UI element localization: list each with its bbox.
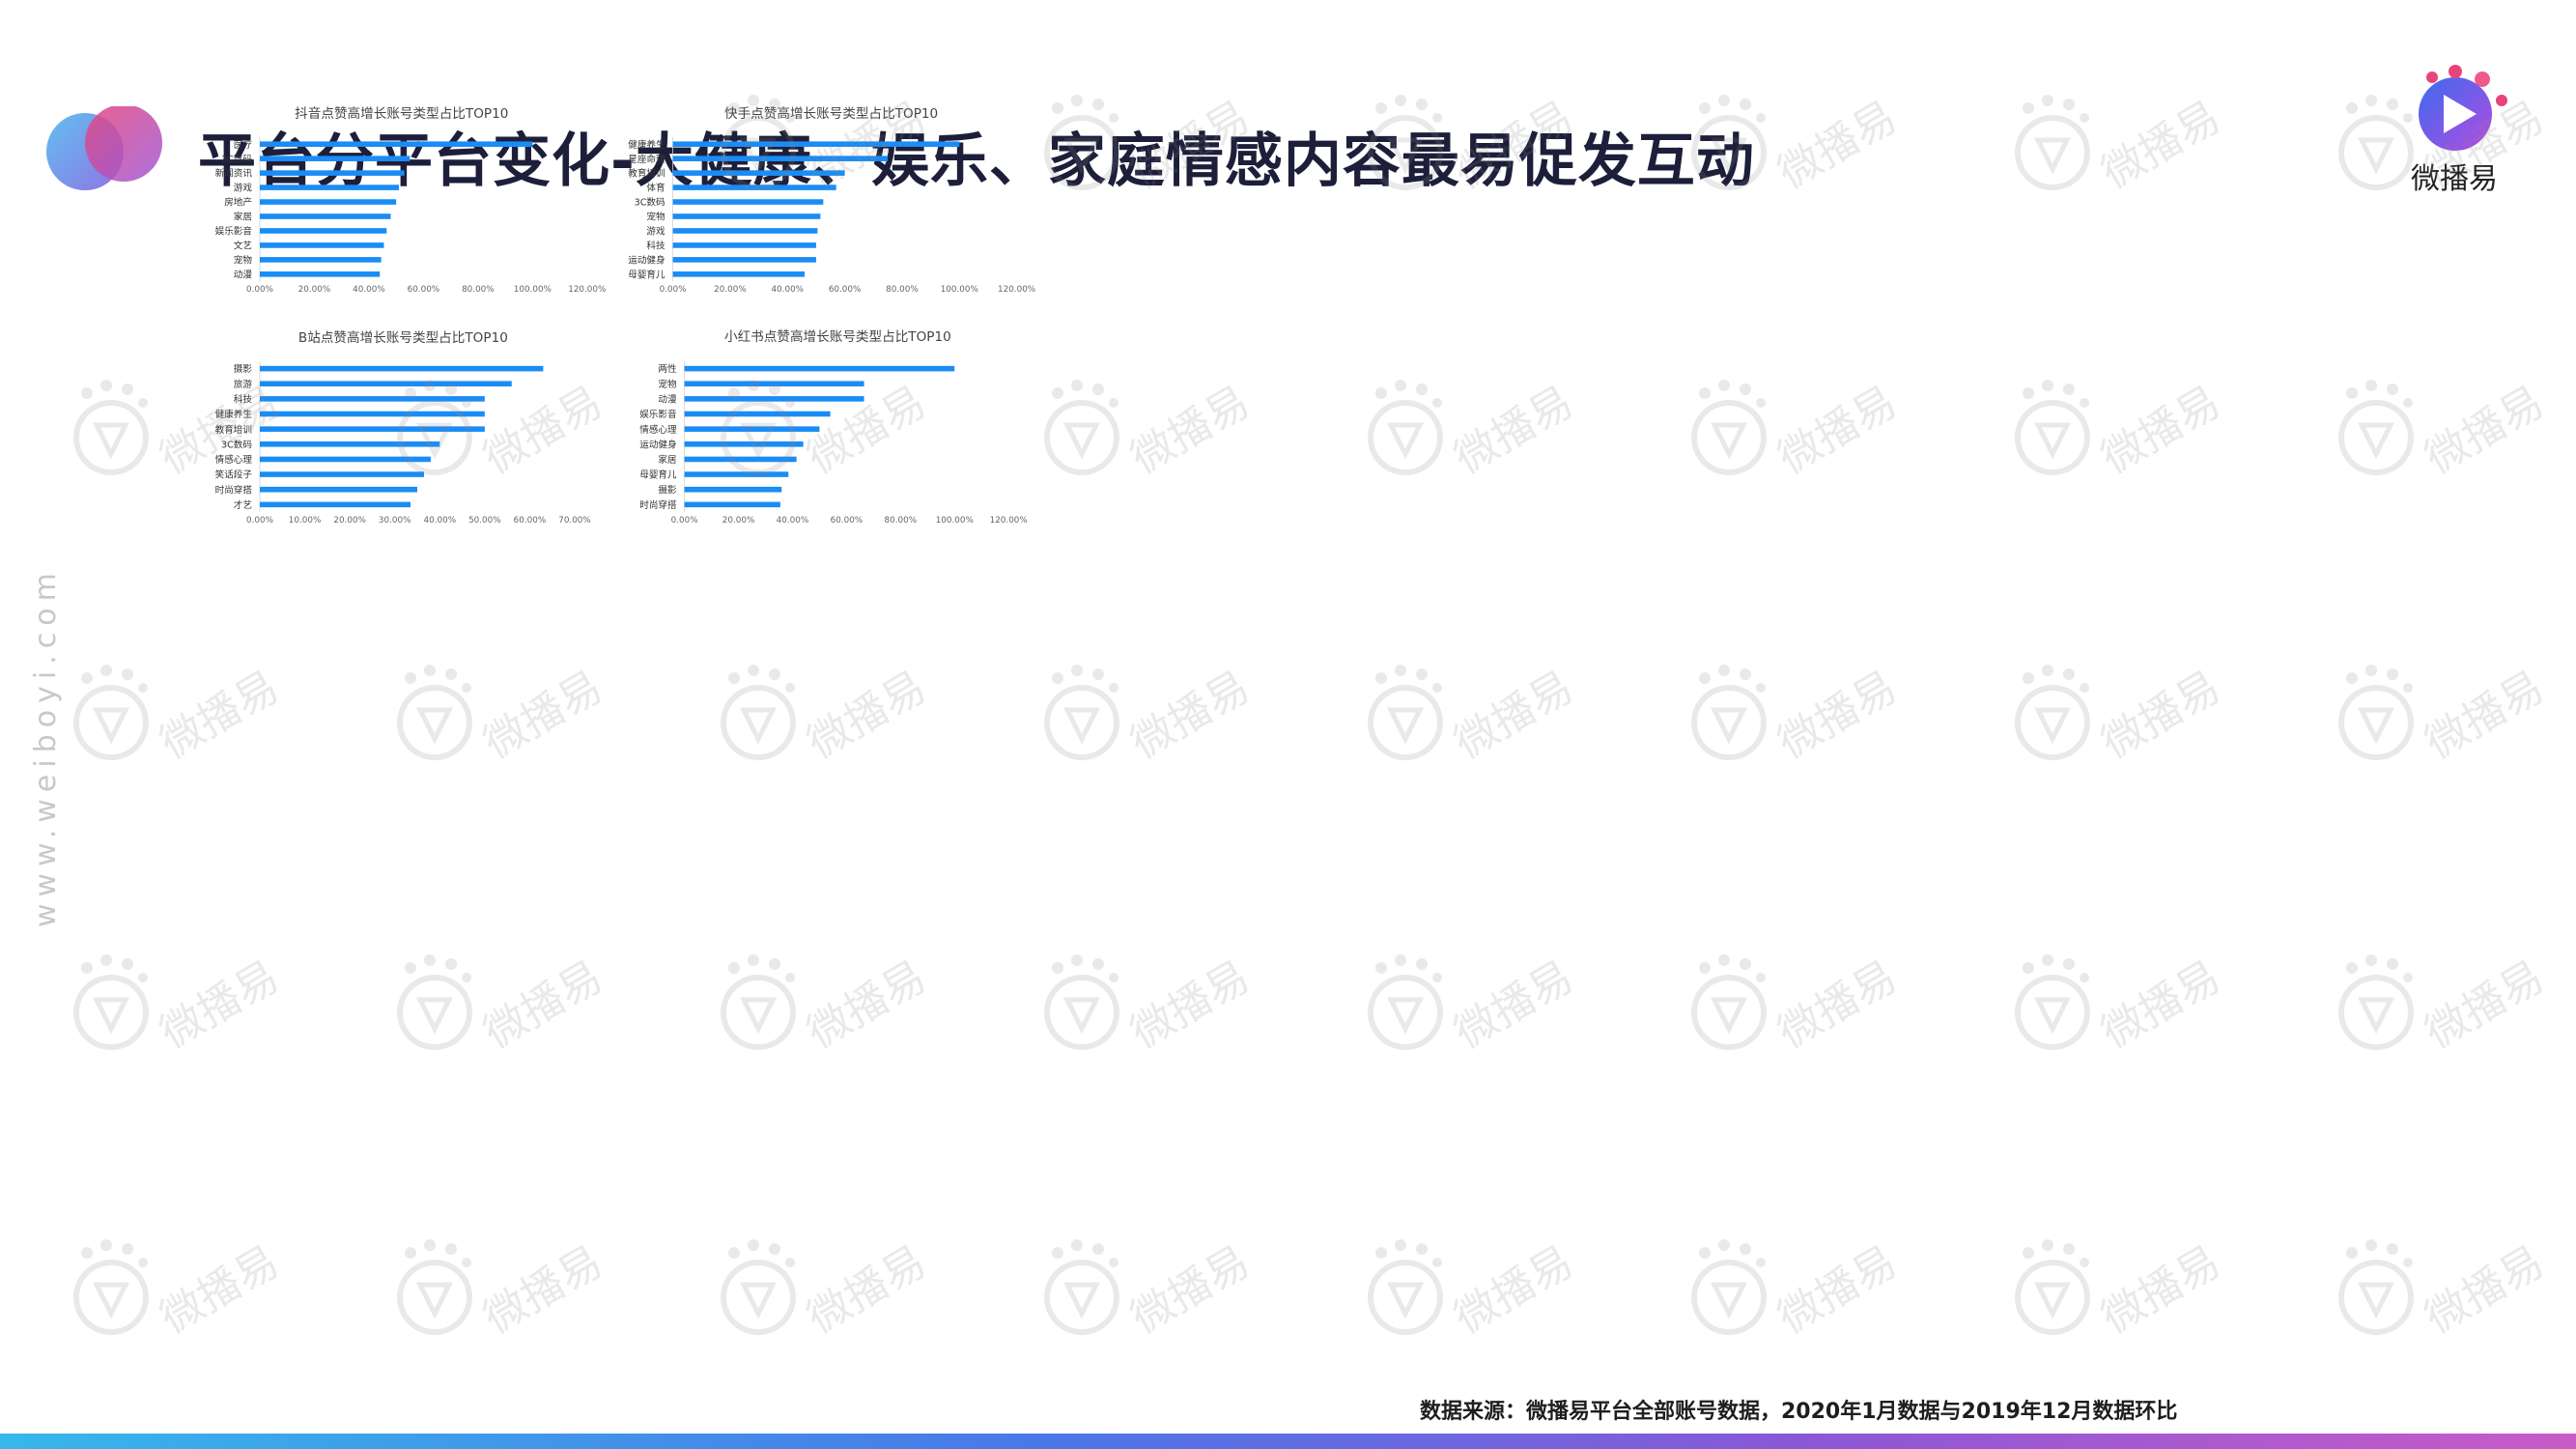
svg-text:微播易: 微播易 [1122, 1237, 1258, 1344]
watermark-icon: 微播易 [715, 1232, 937, 1348]
svg-text:微播易: 微播易 [2093, 93, 2228, 199]
svg-text:微播易: 微播易 [475, 952, 610, 1059]
svg-text:微播易: 微播易 [1122, 952, 1258, 1059]
watermark-icon: 微播易 [2333, 1232, 2555, 1348]
watermark-icon: 微播易 [2009, 947, 2231, 1063]
svg-text:微播易: 微播易 [1446, 1237, 1581, 1344]
bar [685, 381, 864, 386]
svg-text:微播易: 微播易 [799, 663, 934, 769]
watermark-icon: 微播易 [1038, 1232, 1260, 1348]
category-label: 动漫 [658, 393, 677, 405]
chart-xiaohongshu: 小红书点赞高增长账号类型占比TOP10 两性宠物动漫娱乐影音情感心理运动健身家居母… [0, 0, 1256, 580]
watermark-icon: 微播易 [1362, 657, 1584, 773]
svg-text:微播易: 微播易 [2417, 378, 2552, 484]
data-source-note: 数据来源：微播易平台全部账号数据，2020年1月数据与2019年12月数据环比 [1420, 1394, 2177, 1425]
category-label: 宠物 [658, 379, 677, 390]
x-tick-label: 80.00% [885, 516, 918, 526]
svg-text:微播易: 微播易 [1769, 952, 1905, 1059]
bottom-gradient-bar [0, 1434, 2576, 1449]
svg-text:微播易: 微播易 [2093, 1237, 2228, 1344]
category-label: 家居 [658, 454, 676, 466]
watermark-icon: 微播易 [1362, 947, 1584, 1063]
logo-text: 微播易 [2411, 155, 2498, 197]
bar [685, 457, 797, 463]
watermark-icon: 微播易 [1685, 1232, 1908, 1348]
watermark-icon: 微播易 [68, 657, 290, 773]
svg-text:微播易: 微播易 [1769, 663, 1905, 769]
x-tick-label: 0.00% [671, 516, 698, 526]
watermark-icon: 微播易 [1685, 372, 1908, 488]
watermark-icon: 微播易 [2333, 372, 2555, 488]
watermark-icon: 微播易 [1038, 657, 1260, 773]
svg-text:微播易: 微播易 [1769, 1237, 1905, 1344]
bar [685, 412, 831, 417]
watermark-icon: 微播易 [1685, 947, 1908, 1063]
watermark-icon: 微播易 [1362, 372, 1584, 488]
category-label: 时尚穿搭 [639, 499, 677, 511]
watermark-icon: 微播易 [715, 947, 937, 1063]
watermark-icon: 微播易 [2333, 947, 2555, 1063]
x-tick-label: 40.00% [777, 516, 809, 526]
svg-text:微播易: 微播易 [2093, 378, 2228, 484]
category-label: 两性 [658, 363, 677, 375]
svg-text:微播易: 微播易 [2417, 1237, 2552, 1344]
watermark-icon: 微播易 [2009, 87, 2231, 203]
bar [685, 471, 789, 477]
svg-text:微播易: 微播易 [1769, 378, 1905, 484]
bar [685, 502, 780, 508]
watermark-icon: 微播易 [2009, 372, 2231, 488]
bar [685, 396, 864, 402]
bar [685, 426, 820, 432]
watermark-icon: 微播易 [2009, 657, 2231, 773]
svg-text:微播易: 微播易 [1446, 663, 1581, 769]
svg-text:微播易: 微播易 [2093, 952, 2228, 1059]
svg-text:微播易: 微播易 [1446, 378, 1581, 484]
svg-text:微播易: 微播易 [799, 1237, 934, 1344]
category-label: 摄影 [658, 484, 677, 496]
bar [685, 366, 955, 372]
svg-text:微播易: 微播易 [1446, 952, 1581, 1059]
x-tick-label: 60.00% [831, 516, 863, 526]
category-label: 娱乐影音 [639, 409, 677, 420]
svg-text:微播易: 微播易 [1122, 663, 1258, 769]
watermark-icon: 微播易 [1362, 1232, 1584, 1348]
watermark-icon: 微播易 [68, 1232, 290, 1348]
watermark-icon: 微播易 [1685, 657, 1908, 773]
watermark-icon: 微播易 [391, 657, 613, 773]
watermark-icon: 微播易 [391, 1232, 613, 1348]
watermark-icon: 微播易 [391, 947, 613, 1063]
chart-title: 小红书点赞高增长账号类型占比TOP10 [724, 328, 951, 345]
category-label: 情感心理 [639, 424, 677, 436]
svg-text:微播易: 微播易 [799, 952, 934, 1059]
watermark-icon: 微播易 [715, 657, 937, 773]
svg-text:微播易: 微播易 [152, 663, 287, 769]
bar [685, 487, 782, 493]
watermark-icon: 微播易 [1038, 947, 1260, 1063]
category-label: 母婴育儿 [639, 469, 677, 481]
x-tick-label: 120.00% [990, 516, 1028, 526]
svg-text:微播易: 微播易 [475, 1237, 610, 1344]
side-url-text: www.weiboyi.com [29, 566, 63, 927]
svg-text:微播易: 微播易 [2093, 663, 2228, 769]
watermark-icon: 微播易 [2333, 657, 2555, 773]
watermark-icon: 微播易 [2009, 1232, 2231, 1348]
svg-text:微播易: 微播易 [152, 952, 287, 1059]
svg-text:微播易: 微播易 [152, 1237, 287, 1344]
svg-text:微播易: 微播易 [2417, 663, 2552, 769]
category-label: 运动健身 [639, 439, 676, 450]
bar [685, 441, 804, 447]
x-tick-label: 100.00% [936, 516, 974, 526]
watermark-icon: 微播易 [68, 947, 290, 1063]
x-tick-label: 20.00% [722, 516, 755, 526]
svg-text:微播易: 微播易 [475, 663, 610, 769]
svg-text:微播易: 微播易 [2417, 952, 2552, 1059]
svg-text:微播易: 微播易 [1769, 93, 1905, 199]
